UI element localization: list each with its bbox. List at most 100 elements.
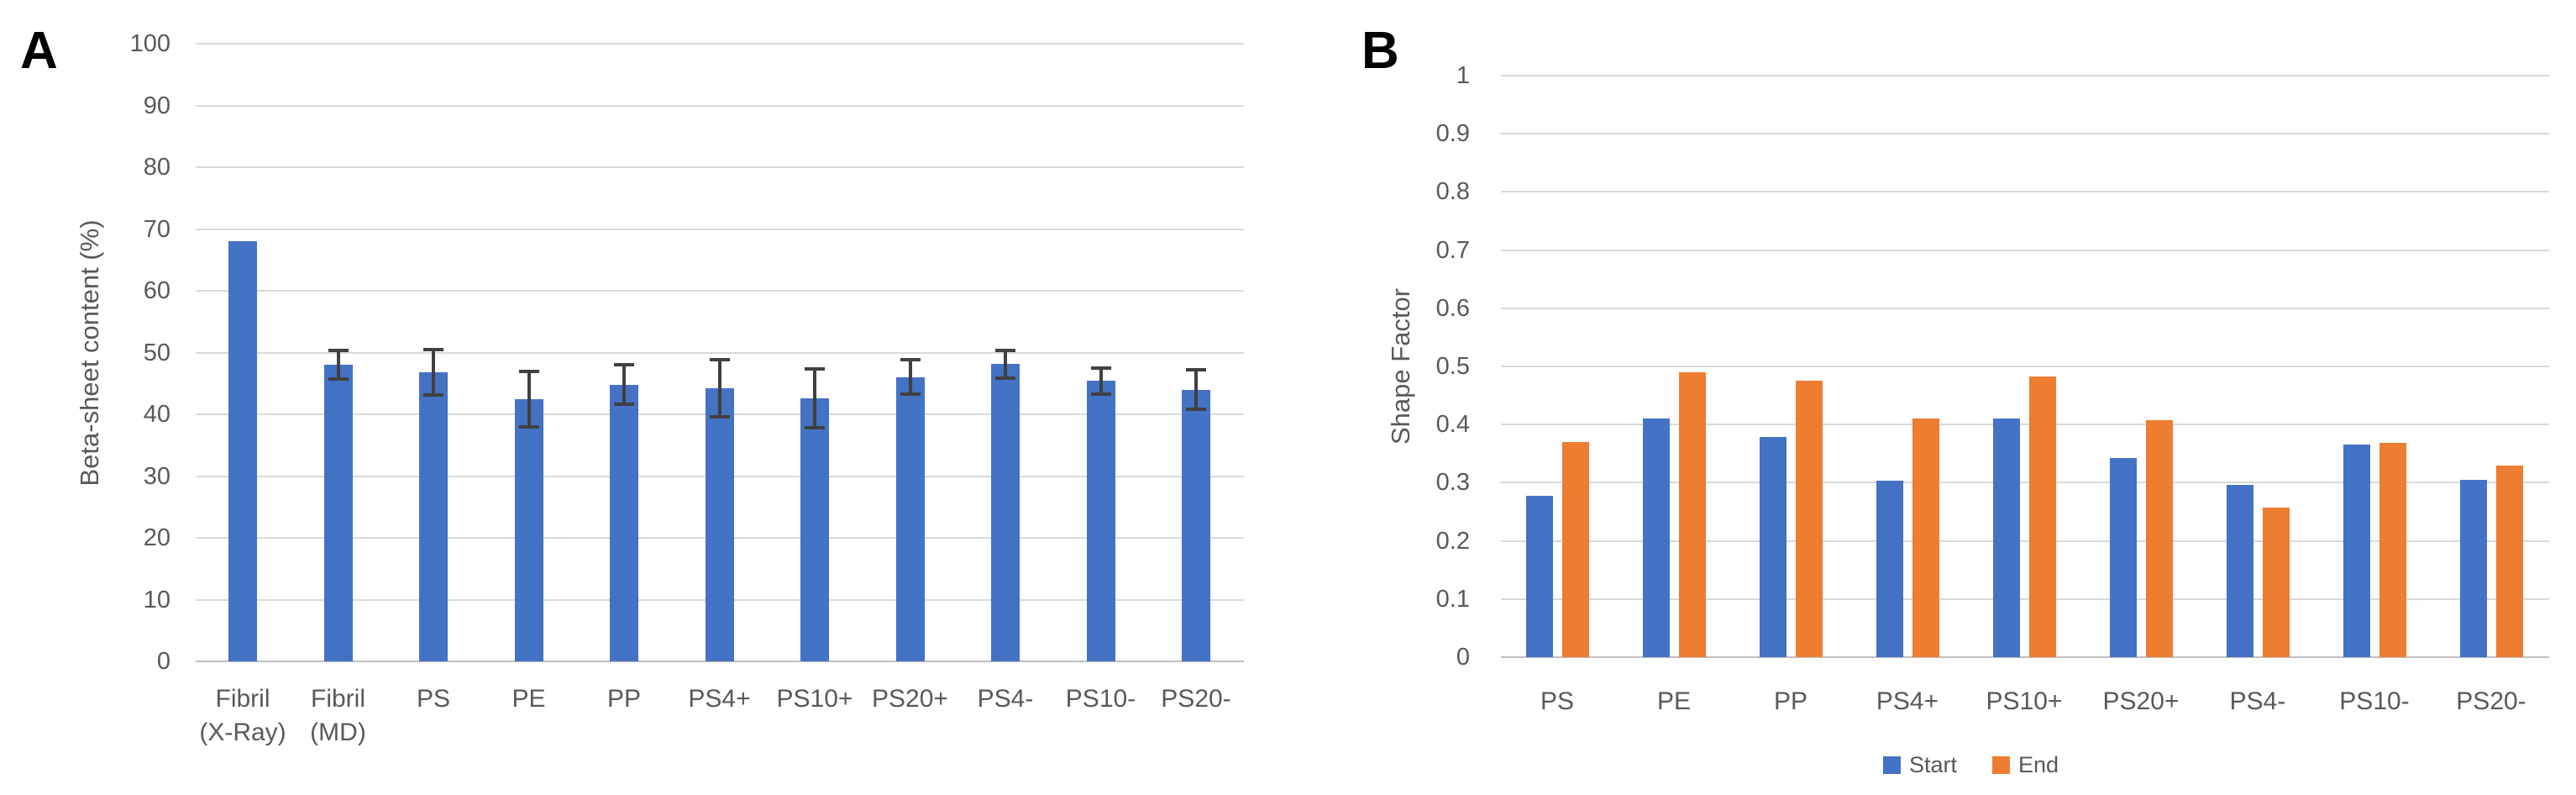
panel-a-letter: A	[20, 22, 58, 80]
error-bar-cap-top	[328, 349, 349, 353]
bar-beta-sheet-content-ps4+	[705, 388, 734, 661]
y-tick-label: 0	[1456, 644, 1470, 671]
y-tick-label: 50	[143, 339, 171, 366]
x-category-label: PS4-	[977, 685, 1034, 713]
error-bar-whisker	[1099, 367, 1103, 394]
x-category-label: PE	[512, 685, 546, 713]
gridline	[1501, 482, 2549, 484]
y-tick-label: 0	[156, 648, 171, 675]
error-bar-cap-top	[805, 366, 825, 371]
gridline	[1501, 540, 2549, 542]
bar-beta-sheet-content-ps20+	[895, 376, 925, 661]
gridline	[196, 166, 1244, 168]
error-bar-cap-bottom	[518, 424, 539, 429]
y-tick-label: 60	[143, 277, 171, 304]
x-category-label: PS4+	[1876, 687, 1939, 715]
bar-beta-sheet-content-ps10+	[800, 398, 829, 661]
error-bar-cap-top	[1186, 368, 1206, 372]
x-category-label: PS10-	[1065, 685, 1136, 713]
bar-start-ps20+	[2109, 457, 2137, 657]
x-axis-line	[196, 661, 1244, 662]
end-series-swatch	[1992, 756, 2011, 774]
bar-beta-sheet-content-ps	[419, 372, 448, 661]
y-tick-label: 90	[143, 92, 171, 119]
gridline	[1501, 249, 2549, 251]
gridline	[1501, 424, 2549, 426]
y-tick-label: 30	[143, 462, 171, 490]
x-category-label: PS4-	[2229, 687, 2286, 715]
y-tick-label: 100	[129, 30, 171, 57]
error-bar-cap-top	[614, 363, 634, 367]
error-bar-cap-bottom	[709, 414, 730, 419]
chart-b-legend: Start End	[1883, 754, 2059, 777]
error-bar-whisker	[908, 360, 912, 395]
error-bar-cap-bottom	[614, 403, 634, 407]
error-bar-cap-bottom	[328, 377, 349, 382]
error-bar-whisker	[813, 368, 816, 429]
bar-end-ps4+	[1912, 419, 1939, 657]
x-category-label: PS10-	[2339, 687, 2410, 715]
gridline	[1501, 133, 2549, 135]
error-bar-cap-top	[423, 347, 443, 351]
bar-beta-sheet-content-fibril	[323, 365, 353, 661]
x-category-label: PP	[606, 685, 642, 713]
legend-item-start: Start	[1883, 754, 1957, 777]
bar-start-pp	[1759, 436, 1786, 657]
x-category-label: PS	[1540, 687, 1575, 715]
bar-start-ps4+	[1876, 480, 1903, 657]
bar-end-ps4-	[2262, 508, 2290, 657]
end-series-label: End	[2018, 752, 2059, 777]
error-bar-whisker	[1004, 350, 1007, 378]
bar-end-ps20-	[2495, 466, 2523, 657]
error-bar-whisker	[336, 350, 340, 380]
start-series-label: Start	[1909, 752, 1958, 777]
x-axis-line	[1501, 656, 2549, 658]
bar-beta-sheet-content-ps4-	[991, 364, 1020, 661]
error-bar-cap-top	[1090, 366, 1111, 370]
error-bar-whisker	[432, 349, 435, 396]
panel-b-letter: B	[1361, 22, 1399, 80]
error-bar-cap-bottom	[995, 376, 1015, 380]
gridline	[1501, 307, 2549, 309]
bar-beta-sheet-content-ps20-	[1182, 389, 1210, 661]
gridline	[1501, 598, 2549, 600]
y-tick-label: 70	[143, 215, 171, 243]
bar-beta-sheet-content-fibril	[228, 241, 257, 661]
gridline	[196, 104, 1244, 107]
y-tick-label: 0.1	[1435, 585, 1470, 613]
x-category-label: Fibril (X-Ray)	[199, 685, 286, 746]
error-bar-cap-bottom	[1090, 392, 1111, 396]
error-bar-whisker	[622, 365, 626, 405]
error-bar-cap-bottom	[900, 392, 921, 397]
x-category-label: Fibril (MD)	[310, 685, 366, 746]
y-tick-label: 0.8	[1435, 178, 1470, 206]
bar-beta-sheet-content-ps10-	[1086, 381, 1115, 661]
bar-beta-sheet-content-pp	[610, 384, 638, 661]
x-category-label: PS10+	[776, 685, 853, 713]
y-tick-label: 40	[143, 401, 171, 428]
y-tick-label: 20	[143, 524, 171, 551]
y-tick-label: 80	[143, 154, 171, 181]
bar-start-ps10+	[1992, 419, 2020, 657]
x-category-label: PS20-	[1161, 685, 1231, 713]
bar-start-ps10-	[2343, 444, 2370, 657]
x-category-label: PS20+	[2102, 687, 2180, 715]
bar-start-ps	[1525, 496, 1553, 657]
x-category-label: PE	[1656, 687, 1692, 715]
x-category-label: PS10+	[1986, 687, 2063, 715]
error-bar-cap-top	[995, 349, 1015, 353]
error-bar-whisker	[1194, 370, 1198, 410]
gridline	[196, 351, 1244, 354]
x-category-label: PS20+	[872, 685, 948, 713]
legend-item-end: End	[1992, 754, 2059, 777]
error-bar-cap-bottom	[1186, 408, 1206, 412]
bar-end-ps20+	[2145, 419, 2173, 657]
bar-beta-sheet-content-pe	[514, 398, 543, 661]
error-bar-cap-bottom	[805, 426, 825, 430]
bar-start-ps4-	[2226, 485, 2253, 657]
y-tick-label: 0.6	[1435, 294, 1470, 322]
error-bar-whisker	[717, 360, 721, 417]
bar-end-pp	[1795, 381, 1823, 657]
x-category-label: PS4+	[688, 685, 751, 713]
